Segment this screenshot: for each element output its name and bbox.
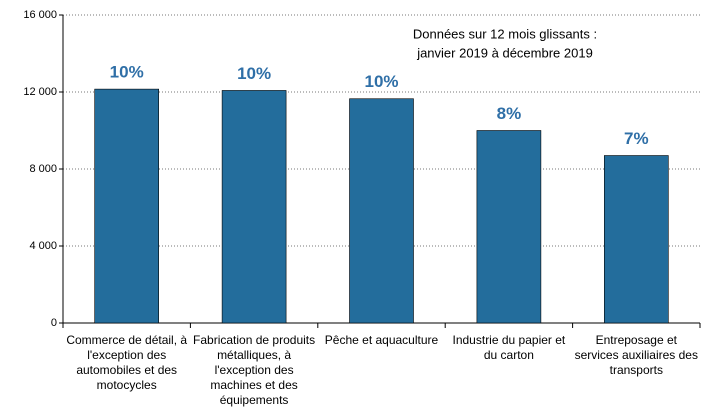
bar — [603, 155, 669, 324]
y-tick-label: 0 — [51, 317, 57, 329]
bar-label: 10% — [364, 72, 398, 91]
bar-label: 8% — [497, 104, 522, 123]
bar — [94, 88, 159, 324]
bar — [221, 90, 287, 324]
bar-label: 7% — [624, 129, 649, 148]
annotation: janvier 2019 à décembre 2019 — [416, 45, 593, 60]
x-tick-label: Entreposage et services auxiliaires des … — [574, 333, 698, 377]
bar — [476, 130, 542, 324]
y-tick-label: 16 000 — [23, 9, 57, 21]
x-tick-label: Commerce de détail, à l'exception des au… — [66, 333, 188, 392]
y-tick-label: 8 000 — [29, 163, 57, 175]
x-tick-label: Industrie du papier et du carton — [452, 333, 566, 362]
x-tick-label: Pêche et aquaculture — [324, 333, 439, 347]
annotation: Données sur 12 mois glissants : — [413, 26, 597, 41]
bar-label: 10% — [237, 64, 271, 83]
bar-label: 10% — [110, 63, 144, 82]
bar — [349, 98, 414, 324]
y-tick-label: 4 000 — [29, 240, 57, 252]
x-tick-label: Fabrication de produits métalliques, à l… — [193, 333, 316, 407]
y-tick-label: 12 000 — [23, 86, 57, 98]
